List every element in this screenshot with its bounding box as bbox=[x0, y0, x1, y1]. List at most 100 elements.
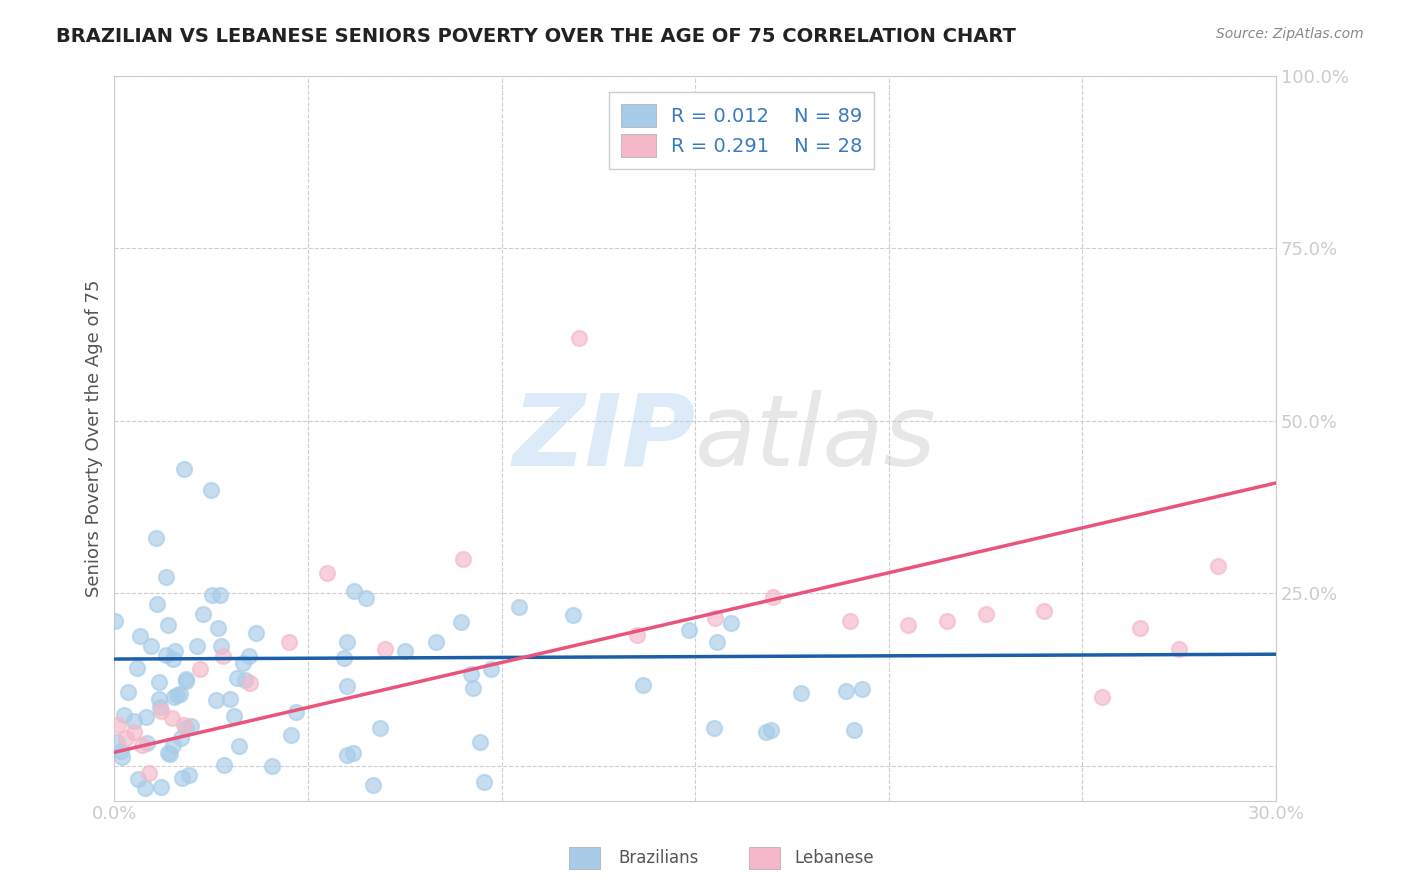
Point bbox=[470, 735, 492, 749]
Point bbox=[239, 676, 262, 690]
Point bbox=[105, 735, 128, 749]
Point bbox=[835, 683, 858, 698]
Point bbox=[228, 739, 250, 754]
Point bbox=[363, 778, 385, 792]
Point bbox=[897, 617, 920, 632]
Point bbox=[720, 616, 742, 631]
Point bbox=[839, 614, 862, 628]
Point bbox=[336, 635, 359, 649]
Point bbox=[188, 662, 211, 676]
Point bbox=[460, 666, 482, 681]
Point bbox=[1206, 558, 1229, 573]
Point bbox=[280, 729, 302, 743]
Y-axis label: Seniors Poverty Over the Age of 75: Seniors Poverty Over the Age of 75 bbox=[86, 279, 103, 597]
Point bbox=[155, 570, 177, 584]
Point bbox=[209, 588, 232, 602]
Point bbox=[706, 635, 728, 649]
Point bbox=[145, 531, 167, 545]
Point bbox=[162, 738, 184, 752]
Text: Lebanese: Lebanese bbox=[794, 849, 875, 867]
Point bbox=[354, 591, 377, 606]
Point bbox=[211, 648, 233, 663]
Point bbox=[703, 721, 725, 735]
Point bbox=[125, 660, 148, 674]
Point bbox=[678, 623, 700, 637]
Text: BRAZILIAN VS LEBANESE SENIORS POVERTY OVER THE AGE OF 75 CORRELATION CHART: BRAZILIAN VS LEBANESE SENIORS POVERTY OV… bbox=[56, 27, 1017, 45]
Point bbox=[374, 641, 396, 656]
Point bbox=[479, 662, 502, 676]
Point bbox=[277, 634, 299, 648]
Point bbox=[128, 629, 150, 643]
Point bbox=[1032, 604, 1054, 618]
Point bbox=[260, 759, 283, 773]
Point bbox=[155, 648, 177, 662]
Point bbox=[162, 711, 184, 725]
Point bbox=[103, 615, 125, 629]
Point bbox=[332, 650, 354, 665]
Point bbox=[935, 614, 957, 628]
Point bbox=[131, 739, 153, 753]
Point bbox=[149, 780, 172, 795]
Point bbox=[336, 747, 359, 762]
Point bbox=[135, 710, 157, 724]
Point bbox=[139, 639, 162, 653]
Point bbox=[122, 724, 145, 739]
Point bbox=[148, 692, 170, 706]
Point bbox=[180, 719, 202, 733]
Point bbox=[115, 731, 138, 746]
Point bbox=[851, 681, 873, 696]
Point bbox=[136, 736, 159, 750]
Point bbox=[508, 600, 530, 615]
Point bbox=[117, 685, 139, 699]
Point bbox=[450, 615, 472, 629]
Point bbox=[176, 672, 198, 686]
Point bbox=[170, 772, 193, 786]
Point bbox=[762, 590, 785, 604]
Text: atlas: atlas bbox=[695, 390, 936, 486]
Point bbox=[193, 607, 215, 621]
Text: Brazilians: Brazilians bbox=[619, 849, 699, 867]
Point bbox=[394, 644, 416, 658]
Point bbox=[173, 717, 195, 731]
Point bbox=[157, 746, 180, 760]
Point bbox=[134, 780, 156, 795]
Point bbox=[179, 767, 201, 781]
Point bbox=[110, 744, 132, 758]
Point bbox=[761, 723, 783, 738]
Point bbox=[214, 758, 236, 772]
Point bbox=[1168, 641, 1191, 656]
Point bbox=[107, 717, 129, 731]
Point bbox=[173, 462, 195, 476]
Point bbox=[156, 617, 179, 632]
Point bbox=[790, 686, 813, 700]
Point bbox=[233, 673, 256, 687]
Point bbox=[174, 721, 197, 735]
Point bbox=[149, 704, 172, 718]
Point bbox=[626, 628, 648, 642]
Point bbox=[232, 656, 254, 670]
Point bbox=[166, 688, 188, 702]
Point bbox=[1091, 690, 1114, 704]
Point bbox=[122, 714, 145, 728]
Point bbox=[370, 721, 392, 735]
Point bbox=[148, 675, 170, 690]
Point bbox=[209, 639, 232, 653]
Point bbox=[844, 723, 866, 737]
Point bbox=[238, 649, 260, 664]
Point bbox=[245, 625, 267, 640]
Text: Source: ZipAtlas.com: Source: ZipAtlas.com bbox=[1216, 27, 1364, 41]
Point bbox=[755, 725, 778, 739]
Point bbox=[201, 589, 224, 603]
Point bbox=[425, 634, 447, 648]
Point bbox=[170, 731, 193, 745]
Point bbox=[1129, 621, 1152, 635]
Point bbox=[169, 688, 191, 702]
Point bbox=[562, 607, 585, 622]
Point bbox=[159, 747, 181, 761]
Point bbox=[200, 483, 222, 497]
Point bbox=[165, 644, 187, 658]
Point bbox=[222, 708, 245, 723]
Point bbox=[145, 597, 167, 611]
Point bbox=[226, 671, 249, 685]
Point bbox=[148, 700, 170, 714]
